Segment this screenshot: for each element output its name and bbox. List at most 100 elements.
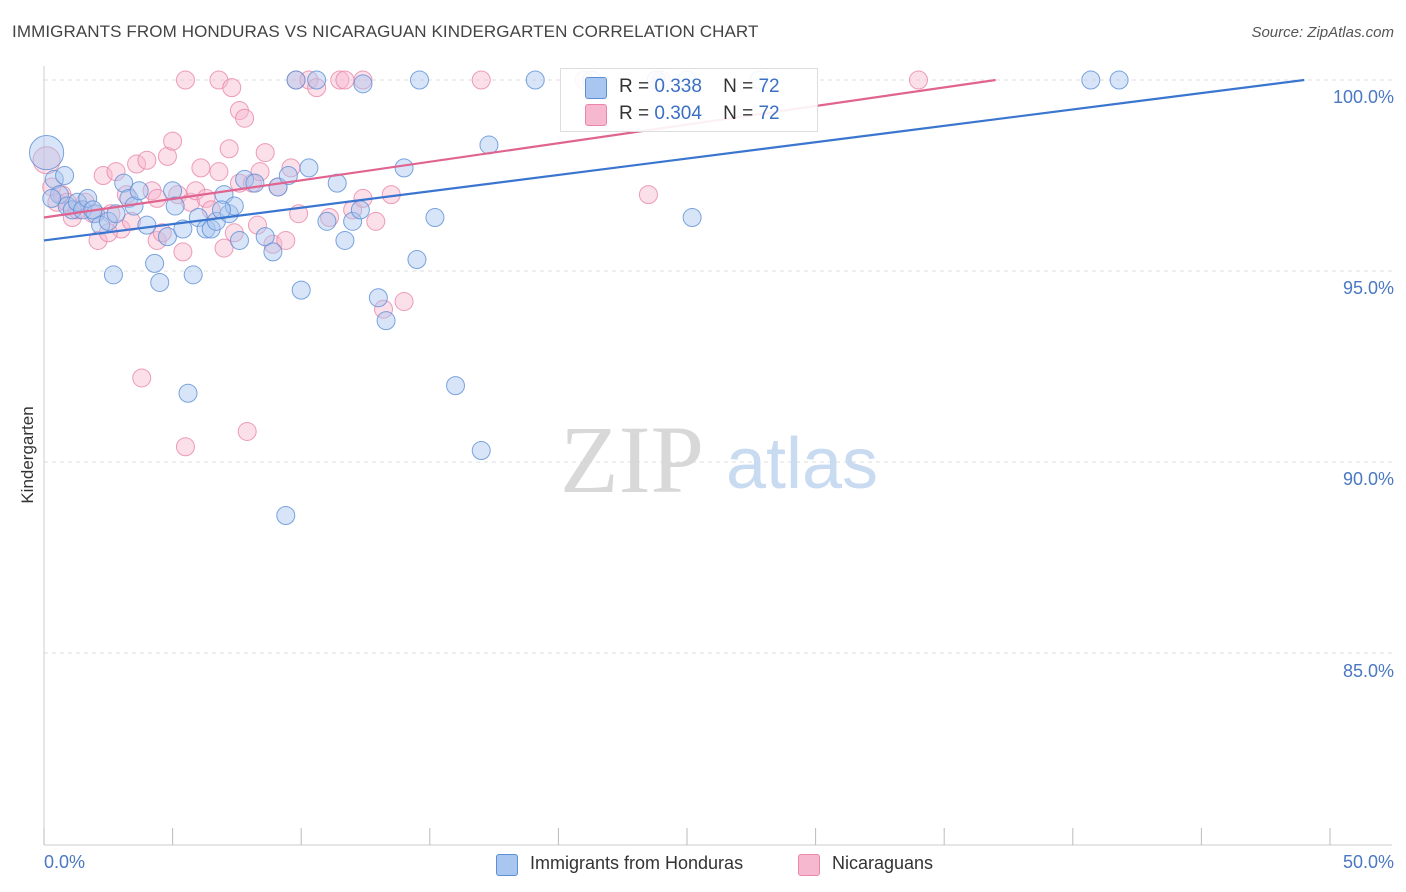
data-point (525, 70, 545, 90)
data-point (276, 230, 296, 250)
data-point (157, 146, 177, 166)
data-point (368, 288, 388, 308)
data-point (366, 211, 386, 231)
data-point (317, 211, 337, 231)
data-point (263, 234, 283, 254)
data-point (335, 230, 355, 250)
data-point (173, 219, 193, 239)
legend-swatch-blue (585, 77, 607, 99)
data-point (425, 208, 445, 228)
stats-legend: R = 0.338 N = 72 R = 0.304 N = 72 (560, 68, 818, 132)
legend-swatch-blue (496, 854, 518, 876)
chart-title: IMMIGRANTS FROM HONDURAS VS NICARAGUAN K… (12, 22, 759, 41)
data-point (152, 223, 172, 243)
legend-label: Nicaraguans (832, 853, 934, 873)
data-point (350, 200, 370, 220)
data-point (175, 437, 195, 457)
data-point (235, 108, 255, 128)
data-point (307, 70, 327, 90)
y-tick-label: 85.0% (1342, 661, 1394, 681)
watermark-atlas: atlas (726, 424, 878, 504)
y-tick-label: 90.0% (1342, 469, 1394, 489)
legend-n-label: N = (723, 76, 754, 97)
legend-n-value: 72 (758, 103, 780, 124)
data-point (299, 158, 319, 178)
data-point (183, 265, 203, 285)
axes (43, 66, 1392, 846)
data-point (255, 143, 275, 163)
data-point (103, 265, 123, 285)
data-point (1109, 70, 1129, 90)
data-point (93, 166, 113, 185)
data-point (28, 134, 65, 171)
grid-lines (44, 79, 1392, 654)
data-point (222, 78, 242, 98)
watermark-zip: ZIP (560, 406, 704, 513)
data-point (214, 238, 234, 258)
watermark: ZIP atlas (560, 406, 878, 513)
data-point (175, 70, 195, 90)
data-point (209, 162, 229, 182)
data-point (106, 204, 126, 224)
legend-r-value: 0.338 (654, 76, 702, 97)
data-point (78, 188, 98, 208)
data-point (106, 162, 126, 182)
data-point (88, 230, 108, 250)
data-point (682, 208, 702, 228)
data-point (129, 181, 149, 201)
data-point (44, 169, 64, 189)
data-point (229, 230, 249, 250)
data-point (908, 70, 928, 90)
data-point (276, 505, 296, 525)
data-point (307, 78, 327, 98)
data-point (471, 441, 491, 461)
data-point (638, 185, 658, 205)
data-point (1081, 70, 1101, 90)
data-point (173, 242, 193, 262)
series-legend: Immigrants from Honduras Nicaraguans (0, 853, 1406, 879)
data-point (255, 227, 275, 247)
legend-swatch-pink (585, 104, 607, 126)
data-point (163, 131, 183, 151)
data-point (250, 162, 270, 182)
data-point (410, 70, 430, 90)
x-tick-label-max: 50.0% (1342, 852, 1394, 872)
y-axis-label: Kindergarten (18, 406, 37, 504)
data-point (42, 177, 62, 197)
legend-r-label: R = (619, 76, 650, 97)
data-point (263, 242, 283, 262)
data-point (114, 173, 134, 193)
legend-n-value: 72 (758, 76, 780, 97)
data-point (374, 299, 394, 319)
trend-line (43, 78, 996, 219)
source-credit: Source: ZipAtlas.com (1251, 24, 1394, 41)
legend-r-value: 0.304 (654, 103, 702, 124)
data-point (145, 253, 165, 273)
data-point (343, 211, 363, 231)
data-point (237, 421, 257, 441)
data-point (330, 70, 350, 90)
legend-swatch-pink (798, 854, 820, 876)
data-point (278, 166, 298, 185)
data-point (191, 158, 211, 178)
data-point (127, 154, 147, 174)
data-point (219, 139, 239, 159)
data-point (55, 166, 75, 185)
legend-r-label: R = (619, 103, 650, 124)
data-point (335, 70, 355, 90)
data-point (98, 211, 118, 231)
data-point (471, 70, 491, 90)
data-point (376, 311, 396, 331)
data-point (291, 280, 311, 300)
data-point (157, 227, 177, 247)
trend-lines (43, 78, 1305, 242)
x-tick-label-min: 0.0% (44, 852, 86, 872)
data-point (286, 70, 306, 90)
data-point (150, 272, 170, 292)
data-point (394, 158, 414, 178)
data-point (446, 376, 466, 396)
y-tick-label: 95.0% (1342, 278, 1394, 298)
data-point (165, 196, 185, 216)
legend-n-label: N = (723, 103, 754, 124)
